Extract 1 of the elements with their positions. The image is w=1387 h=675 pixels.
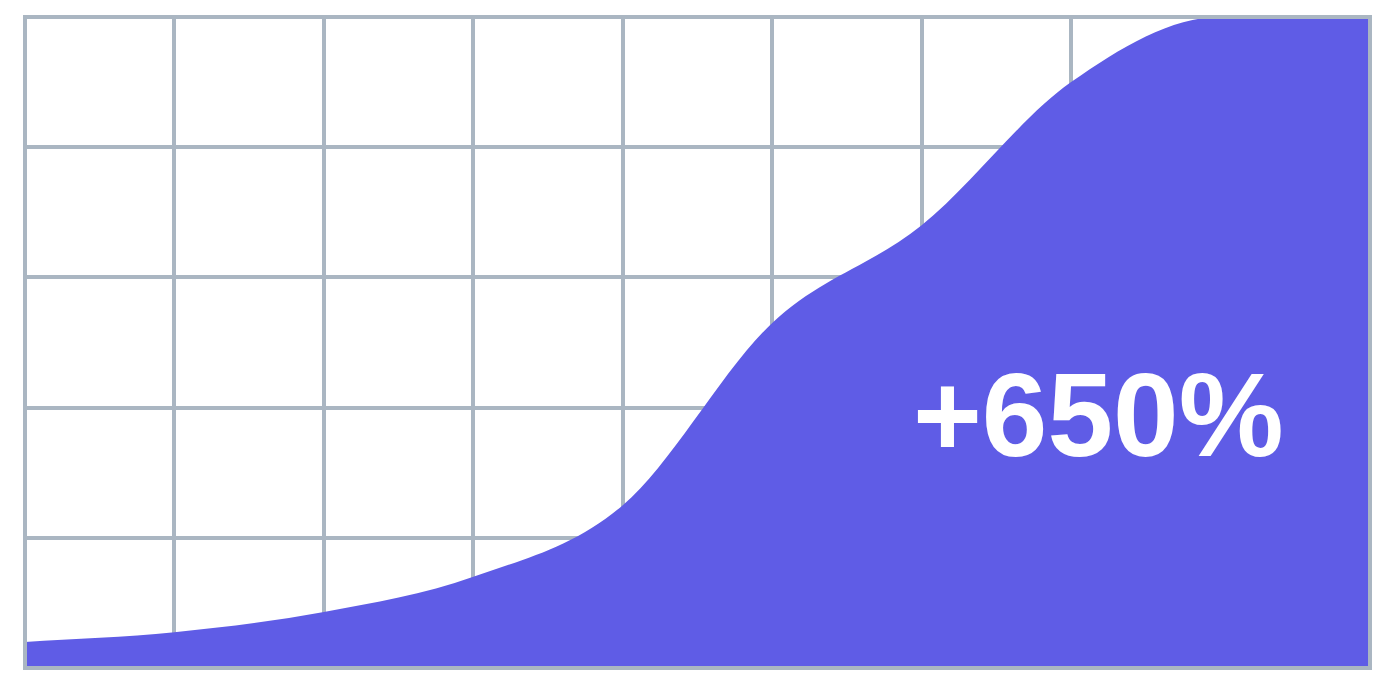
- annotation: +650%: [912, 349, 1284, 482]
